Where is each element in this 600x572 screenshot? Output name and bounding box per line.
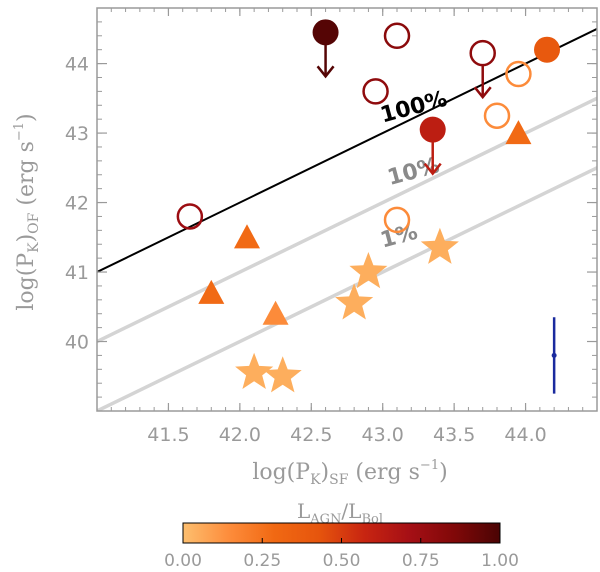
data-point-14 xyxy=(262,300,289,325)
error-bar xyxy=(551,317,557,394)
data-point-9 xyxy=(483,102,511,129)
data-point-1 xyxy=(176,203,204,230)
x-tick-label: 43.5 xyxy=(433,424,475,446)
x-tick-label: 42.5 xyxy=(290,424,332,446)
colorbar-tick-label: 0.50 xyxy=(323,551,361,571)
data-point-10 xyxy=(383,206,411,234)
data-point-2 xyxy=(312,19,339,46)
reference-line-1 xyxy=(97,27,597,274)
data-point-11 xyxy=(505,120,532,145)
plot-frame xyxy=(96,7,598,412)
y-tick-label: 41 xyxy=(65,262,89,284)
y-axis-title: log(PK)OF (erg s−1) xyxy=(12,113,42,310)
reference-line-2 xyxy=(97,96,597,344)
x-tick-label: 41.5 xyxy=(147,424,189,446)
reference-line-label-3: 1% xyxy=(378,220,421,254)
data-point-2-limit-arrowhead xyxy=(316,65,335,79)
reference-line-3 xyxy=(97,165,597,411)
data-point-18 xyxy=(349,252,388,289)
data-point-12 xyxy=(234,224,260,249)
data-point-17 xyxy=(335,283,374,320)
data-point-19 xyxy=(420,227,459,264)
colorbar-tick-label: 0.25 xyxy=(243,551,281,571)
x-tick-label: 43.0 xyxy=(362,424,404,446)
colorbar-tick-label: 0.00 xyxy=(164,551,202,571)
data-point-4 xyxy=(362,78,389,105)
y-tick-label: 43 xyxy=(65,123,89,145)
data-point-16 xyxy=(263,356,302,393)
data-point-6-limit-arrowhead xyxy=(423,162,442,176)
colorbar-ticks: 0.00 0.25 0.50 0.75 1.00 xyxy=(164,538,519,571)
data-point-3 xyxy=(383,22,411,50)
data-point-5 xyxy=(469,39,496,67)
axis-ticks: 41.5 42.0 42.5 43.0 43.5 44.0 40 41 42 43 44 xyxy=(65,7,598,446)
y-tick-label: 42 xyxy=(65,193,89,215)
y-tick-label: 44 xyxy=(65,54,89,76)
x-tick-label: 44.0 xyxy=(504,424,546,446)
data-point-15 xyxy=(235,352,274,389)
y-tick-label: 40 xyxy=(65,332,89,354)
reference-lines xyxy=(97,27,597,411)
data-point-13 xyxy=(198,279,225,304)
data-point-8 xyxy=(505,60,532,88)
x-tick-label: 42.0 xyxy=(219,424,261,446)
colorbar-tick-label: 1.00 xyxy=(481,551,519,571)
error-bar-point xyxy=(551,352,557,358)
data-point-7 xyxy=(534,36,560,63)
colorbar-tick-label: 0.75 xyxy=(402,551,440,571)
data-point-5-limit-arrowhead xyxy=(473,86,492,100)
x-axis-title: log(PK)SF (erg s−1) xyxy=(252,458,447,488)
data-points xyxy=(176,19,560,393)
data-point-6 xyxy=(419,116,446,143)
